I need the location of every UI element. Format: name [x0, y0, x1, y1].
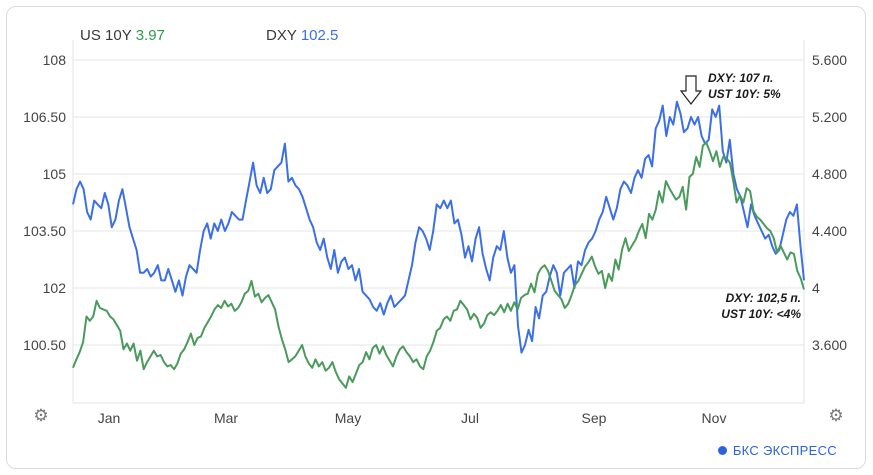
x-axis-tick-label: Nov: [702, 410, 727, 426]
legend-dxy-value: 102.5: [300, 27, 339, 44]
right-axis-tick-label: 4: [812, 280, 820, 296]
x-axis-tick-label: May: [335, 410, 361, 426]
brand-text: БКС ЭКСПРЕСС: [732, 443, 837, 458]
x-axis-tick-label: Sep: [582, 410, 607, 426]
series-line-us-10y: [72, 141, 805, 389]
chart-card: [6, 6, 866, 469]
x-axis-tick-label: Jan: [98, 410, 121, 426]
legend-us10y-label: US 10Y: [80, 27, 132, 44]
annotation-peak-text: DXY: 107 п.: [708, 71, 773, 85]
series-line-dxy: [72, 100, 805, 354]
annotation-current-text: UST 10Y: <4%: [721, 307, 801, 321]
legend-us10y[interactable]: US 10Y 3.97: [80, 27, 165, 44]
annotation-peak-text: UST 10Y: 5%: [708, 87, 781, 101]
right-axis-tick-label: 4.800: [812, 166, 847, 182]
legend-us10y-value: 3.97: [135, 27, 165, 44]
x-axis-tick-label: Mar: [214, 410, 238, 426]
brand-dot-icon: [717, 446, 727, 455]
right-axis-tick-label: 5.200: [812, 109, 847, 125]
right-axis-tick-label: 4.400: [812, 223, 847, 239]
legend-dxy-label: DXY: [266, 27, 297, 44]
annotation-down-arrow-icon: [679, 75, 703, 105]
left-axis-tick-label: 102: [43, 280, 67, 296]
left-axis-tick-label: 105: [43, 166, 67, 182]
brand-logo: БКС ЭКСПРЕСС: [717, 443, 837, 458]
left-axis-tick-label: 100.50: [23, 337, 66, 353]
settings-right-gear-icon[interactable]: ⚙: [828, 406, 844, 425]
x-axis-tick-label: Jul: [461, 410, 479, 426]
left-axis-tick-label: 106.50: [23, 109, 66, 125]
right-axis-tick-label: 5.600: [812, 52, 847, 68]
right-axis-tick-label: 3.600: [812, 337, 847, 353]
left-axis-tick-label: 108: [43, 52, 67, 68]
legend-dxy[interactable]: DXY 102.5: [266, 27, 338, 44]
annotation-current-text: DXY: 102,5 п.: [726, 291, 801, 305]
settings-left-gear-icon[interactable]: ⚙: [33, 406, 49, 425]
left-axis-tick-label: 103.50: [23, 223, 66, 239]
